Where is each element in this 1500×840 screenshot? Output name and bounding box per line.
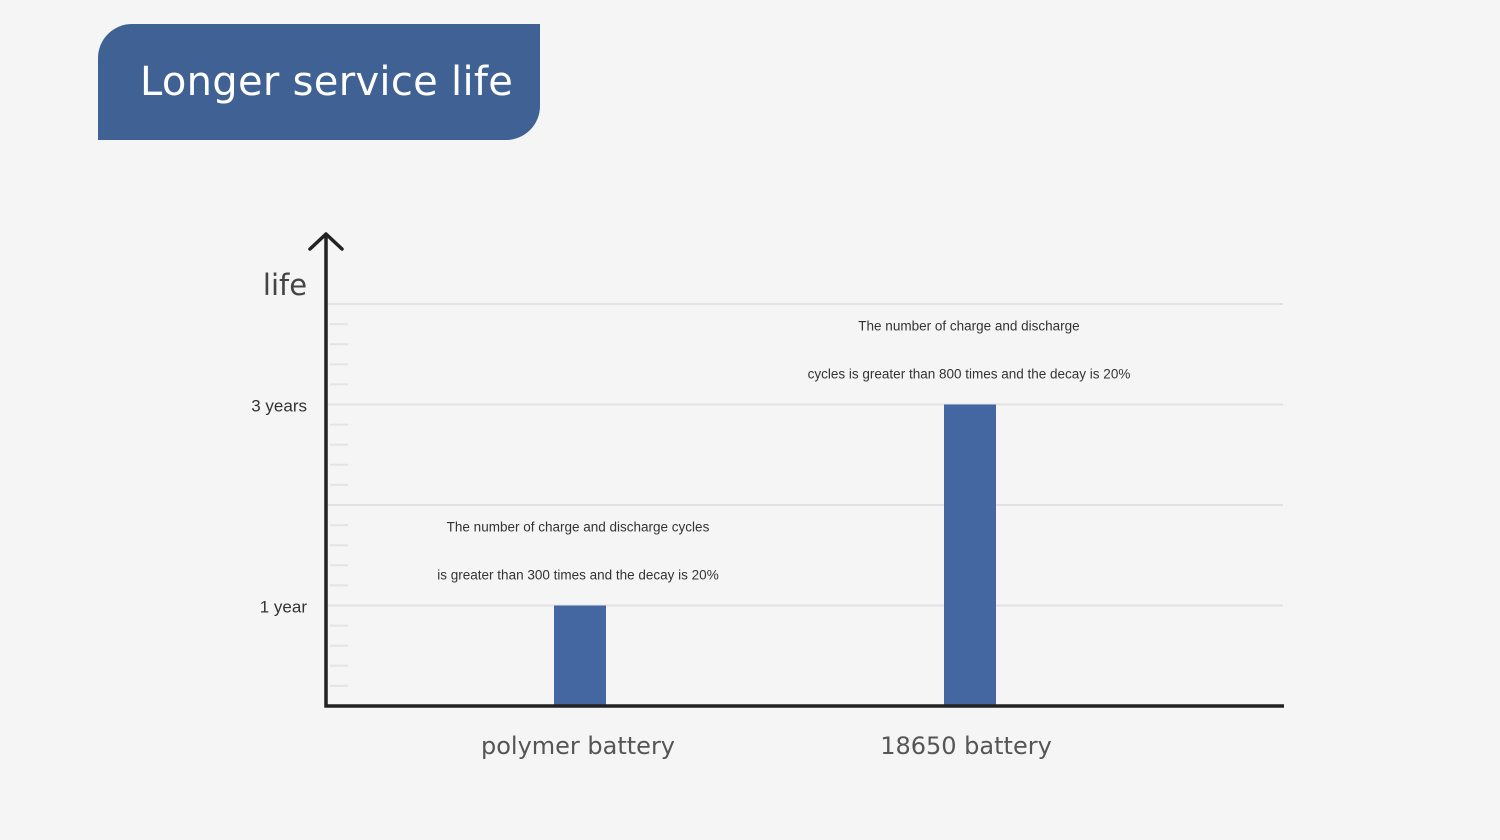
bar-18650-battery: [944, 404, 996, 706]
y-tick-label: 1 year: [260, 598, 308, 617]
bar-annotation-line: is greater than 300 times and the decay …: [437, 568, 718, 583]
y-axis-arrow-icon: [308, 232, 344, 251]
minor-ticks: [330, 323, 348, 687]
axes: [308, 232, 1284, 708]
y-tick-labels: 1 year 3 years: [251, 397, 307, 617]
title-banner: Longer service life: [98, 24, 540, 140]
y-tick-label: 3 years: [251, 397, 307, 416]
bar-annotation-line: The number of charge and discharge cycle…: [447, 520, 710, 535]
bars: [554, 404, 996, 706]
bar-annotation-line: The number of charge and discharge: [858, 319, 1079, 334]
page-title: Longer service life: [140, 59, 514, 105]
grid-lines: [328, 303, 1283, 607]
x-tick-label: 18650 battery: [880, 732, 1052, 760]
x-tick-labels: polymer battery 18650 battery: [481, 732, 1052, 760]
y-axis-label: life: [263, 268, 307, 302]
bar-annotations: The number of charge and discharge cycle…: [437, 319, 1130, 583]
bar-polymer-battery: [554, 605, 606, 706]
x-tick-label: polymer battery: [481, 732, 675, 760]
bar-annotation-line: cycles is greater than 800 times and the…: [808, 367, 1131, 382]
